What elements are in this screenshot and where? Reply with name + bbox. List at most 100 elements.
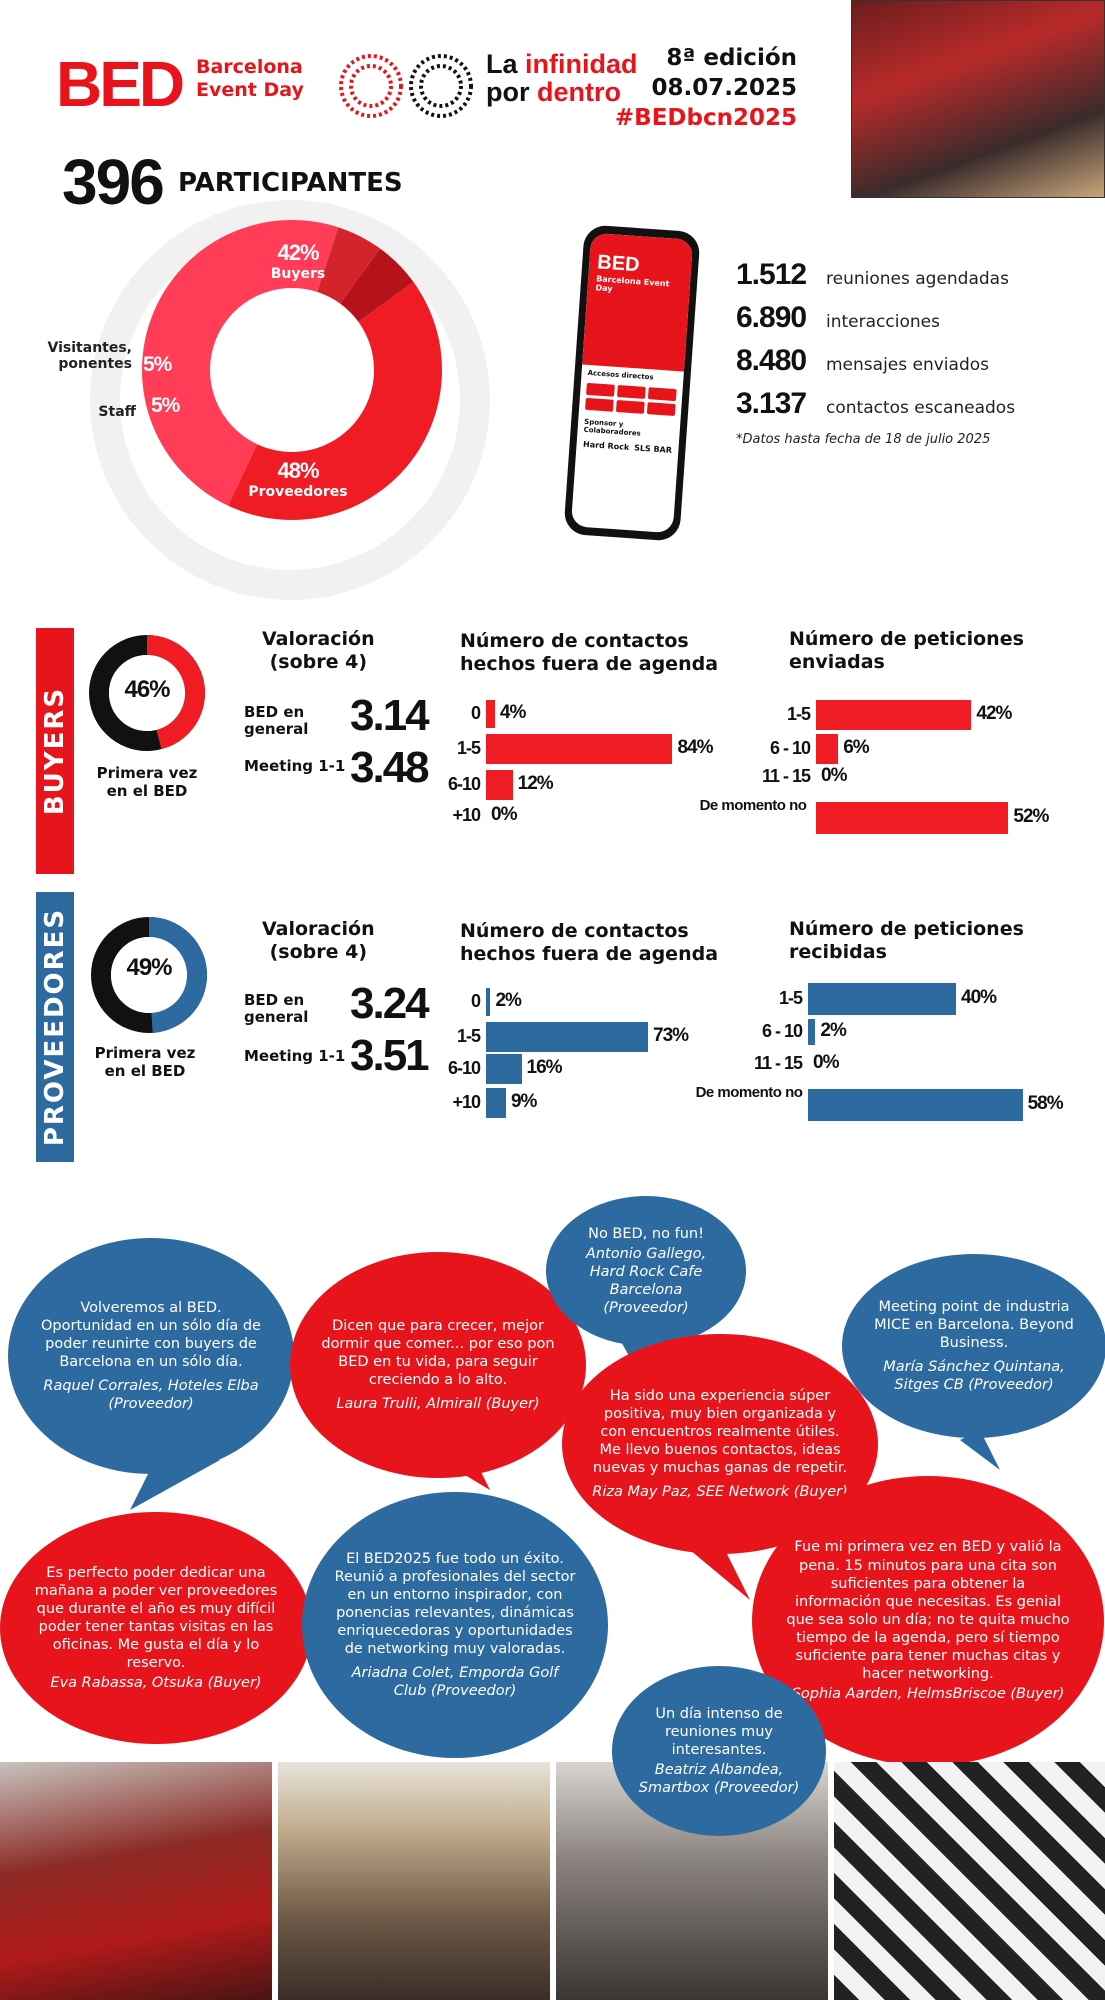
bed-general-line2: general bbox=[244, 720, 309, 739]
buyers-contacts-title: Número de contactos hechos fuera de agen… bbox=[460, 630, 718, 676]
motto-la: La bbox=[486, 49, 526, 79]
pie-prov-name: Proveedores bbox=[248, 484, 348, 500]
bar-value-label: 4% bbox=[499, 702, 526, 723]
pie-slice-visitantes-ponentes bbox=[340, 248, 414, 322]
motto: La infinidad por dentro bbox=[486, 50, 638, 107]
testimonial-bubble: Es perfecto poder dedicar una mañana a p… bbox=[0, 1512, 312, 1744]
stat-number: 6.890 bbox=[736, 301, 807, 334]
bar-value-label: 2% bbox=[820, 1020, 846, 1041]
testimonial-quote: Un día intenso de reuniones muy interesa… bbox=[655, 1705, 783, 1758]
bar-category-label: 6-10 bbox=[447, 1058, 481, 1078]
stats-note: *Datos hasta fecha de 18 de julio 2025 bbox=[736, 432, 991, 447]
requests-title-line1: Número de peticiones bbox=[789, 628, 1024, 650]
testimonial-author: Riza May Paz, SEE Network (Buyer) bbox=[592, 1484, 848, 1501]
bar-value-label: 0% bbox=[813, 1052, 839, 1073]
bar-0 bbox=[486, 988, 491, 1016]
rating-title-line2: (sobre 4) bbox=[269, 940, 368, 963]
stat-row-1: 1.512 reuniones agendadas bbox=[736, 258, 1009, 292]
testimonial-bubble: No BED, no fun! Antonio Gallego, Hard Ro… bbox=[546, 1196, 746, 1346]
bar-3 bbox=[808, 1089, 1023, 1121]
requests-title-line1: Número de peticiones bbox=[789, 918, 1024, 940]
testimonial-author: Sophia Aarden, HelmsBriscoe (Buyer) bbox=[791, 1686, 1065, 1703]
stat-row-4: 3.137 contactos escaneados bbox=[736, 387, 1015, 421]
phone-mockup: BED Barcelona Event Day Accesos directos… bbox=[563, 224, 701, 542]
bed-logo: BED bbox=[56, 48, 185, 120]
bar-value-label: 16% bbox=[526, 1057, 563, 1078]
bar-category-label: 11 - 15 bbox=[753, 1053, 803, 1073]
buyers-side-tag: BUYERS bbox=[36, 628, 74, 874]
motto-por: por bbox=[486, 77, 537, 108]
pie-prov-pct: 48% bbox=[277, 458, 319, 483]
stat-label: reuniones agendadas bbox=[826, 269, 1009, 289]
buyers-bed-general-label: BED en general bbox=[244, 703, 309, 739]
testimonial-bubble: Ha sido una experiencia súper positiva, … bbox=[562, 1334, 878, 1554]
event-date: 08.07.2025 bbox=[651, 74, 797, 101]
pie-buyers-name: Buyers bbox=[270, 266, 326, 282]
bottom-photo-band bbox=[834, 1762, 1105, 2000]
providers-meeting-label: Meeting 1-1 bbox=[244, 1047, 346, 1065]
buyers-meeting-score: 3.48 bbox=[350, 743, 430, 792]
pie-staff-pct: 5% bbox=[151, 394, 180, 417]
bar-category-label: +10 bbox=[452, 1092, 481, 1112]
logo-sub-line1: Barcelona bbox=[196, 56, 303, 78]
testimonial-author: Laura Trulli, Almirall (Buyer) bbox=[336, 1396, 540, 1413]
first-label-line1: Primera vez bbox=[94, 1044, 196, 1062]
testimonial-bubble: Un día intenso de reuniones muy interesa… bbox=[612, 1666, 826, 1836]
testimonial-bubble: Dicen que para crecer, mejor dormir que … bbox=[290, 1252, 586, 1478]
bar-category-label: 1-5 bbox=[786, 704, 811, 724]
bar-0 bbox=[808, 983, 956, 1015]
rating-title-line2: (sobre 4) bbox=[269, 650, 368, 673]
stat-row-2: 6.890 interacciones bbox=[736, 301, 940, 335]
providers-first-label: Primera vez en el BED bbox=[84, 1044, 206, 1080]
bar-3 bbox=[486, 1088, 506, 1118]
providers-side-tag: PROVEEDORES bbox=[36, 892, 74, 1162]
bar-category-label: De momento no bbox=[699, 797, 807, 814]
bar-value-label: 0% bbox=[491, 804, 517, 825]
edition-block: 8ª edición 08.07.2025 #BEDbcn2025 bbox=[615, 44, 797, 134]
testimonial-author: Raquel Corrales, Hoteles Elba (Proveedor… bbox=[43, 1378, 259, 1413]
bar-category-label: 6 - 10 bbox=[769, 738, 811, 758]
participants-count: 396 bbox=[62, 146, 165, 218]
requests-title-line2: recibidas bbox=[789, 940, 887, 963]
pie-buyers-pct: 42% bbox=[277, 240, 319, 265]
pie-slice-proveedores bbox=[141, 219, 339, 506]
rating-title-line1: Valoración bbox=[262, 628, 375, 650]
pie-staff-label: Staff bbox=[98, 404, 136, 420]
buyers-tag-text: BUYERS bbox=[40, 686, 71, 816]
testimonial-quote: Volveremos al BED. Oportunidad en un sól… bbox=[41, 1299, 261, 1370]
testimonial-author: Beatriz Albandea, Smartbox (Proveedor) bbox=[638, 1762, 800, 1797]
providers-first-pct: 49% bbox=[126, 954, 172, 981]
bar-2 bbox=[486, 1054, 522, 1084]
providers-requests-bar-chart: 1-5 40% 6 - 10 2% 11 - 15 0% De momento no 58% bbox=[696, 983, 1100, 1131]
testimonial-quote: Dicen que para crecer, mejor dormir que … bbox=[321, 1317, 555, 1389]
bar-value-label: 84% bbox=[677, 737, 713, 758]
buyers-bed-score: 3.14 bbox=[350, 691, 430, 740]
pie-label-providers: 48% Proveedores bbox=[238, 458, 358, 500]
bed-general-line1: BED en bbox=[244, 991, 305, 1009]
testimonial-author: María Sánchez Quintana, Sitges CB (Prove… bbox=[883, 1359, 1065, 1394]
stat-number: 8.480 bbox=[736, 344, 807, 377]
bar-category-label: 11 - 15 bbox=[761, 766, 811, 786]
bar-value-label: 2% bbox=[495, 990, 521, 1011]
testimonial-quote: Meeting point de industria MICE en Barce… bbox=[874, 1298, 1074, 1351]
contacts-title-line1: Número de contactos bbox=[460, 920, 689, 942]
hashtag: #BEDbcn2025 bbox=[614, 104, 797, 131]
testimonial-quote: Ha sido una experiencia súper positiva, … bbox=[592, 1387, 848, 1477]
logo-sub-line2: Event Day bbox=[196, 78, 304, 101]
bar-category-label: 6-10 bbox=[447, 774, 481, 794]
pie-label-buyers: 42% Buyers bbox=[268, 240, 328, 282]
bed-general-line1: BED en bbox=[244, 703, 305, 721]
bed-logo-subtitle: Barcelona Event Day bbox=[196, 56, 304, 102]
phone-app-header: BED Barcelona Event Day bbox=[582, 232, 694, 372]
pie-vis-pct: 5% bbox=[143, 353, 172, 376]
stat-label: interacciones bbox=[826, 312, 940, 332]
bar-1 bbox=[808, 1019, 816, 1045]
providers-first-time-donut bbox=[91, 917, 207, 1033]
bar-category-label: 0 bbox=[470, 703, 481, 723]
phone-sponsor-sls: SLS BAR bbox=[633, 443, 673, 456]
stat-number: 3.137 bbox=[736, 387, 807, 420]
bar-category-label: 6 - 10 bbox=[761, 1021, 803, 1041]
testimonial-quote: Es perfecto poder dedicar una mañana a p… bbox=[34, 1564, 278, 1672]
bar-0 bbox=[486, 700, 495, 728]
providers-requests-title: Número de peticiones recibidas bbox=[789, 918, 1024, 964]
